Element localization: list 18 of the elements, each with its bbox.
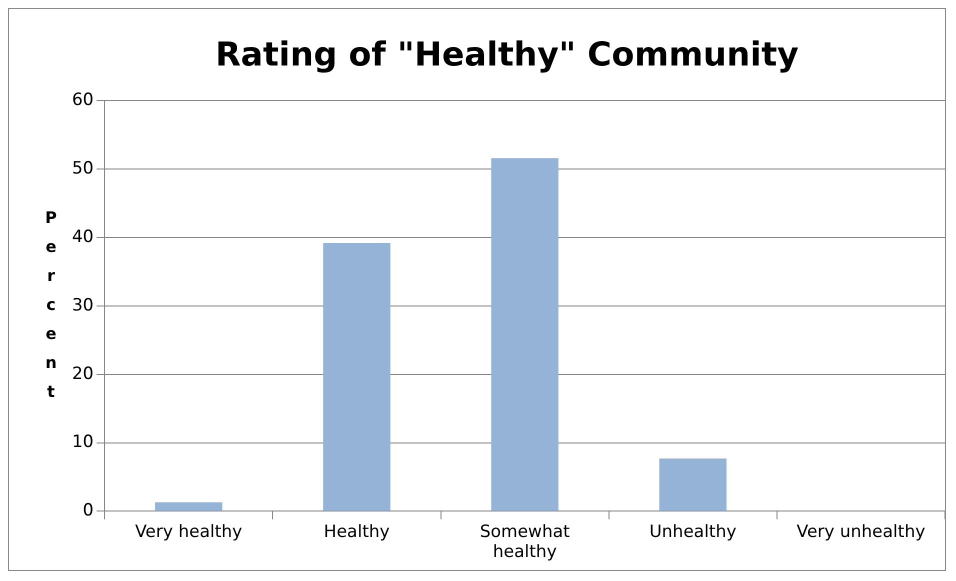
y-tick-label: 40 <box>72 226 94 247</box>
x-tick-label: Very healthy <box>135 522 242 542</box>
bar <box>659 458 727 511</box>
y-tick-label: 50 <box>72 158 94 178</box>
x-tick-label: Somewhat healthy <box>480 522 570 562</box>
x-tick-label: Healthy <box>324 522 390 542</box>
y-tick-label: 30 <box>72 295 94 316</box>
bar <box>155 502 222 511</box>
bar <box>323 242 390 511</box>
y-tick-label: 0 <box>82 500 94 521</box>
bar <box>491 158 558 511</box>
x-tick-label: Very unhealthy <box>796 522 926 542</box>
y-tick-label: 60 <box>72 90 94 110</box>
x-tick-label: Unhealthy <box>649 522 736 542</box>
y-tick-label: 20 <box>72 364 94 384</box>
y-tick-label: 10 <box>72 432 94 452</box>
chart-title: Rating of "Healthy" Community <box>215 34 799 74</box>
y-axis-title: Percent <box>45 208 58 402</box>
